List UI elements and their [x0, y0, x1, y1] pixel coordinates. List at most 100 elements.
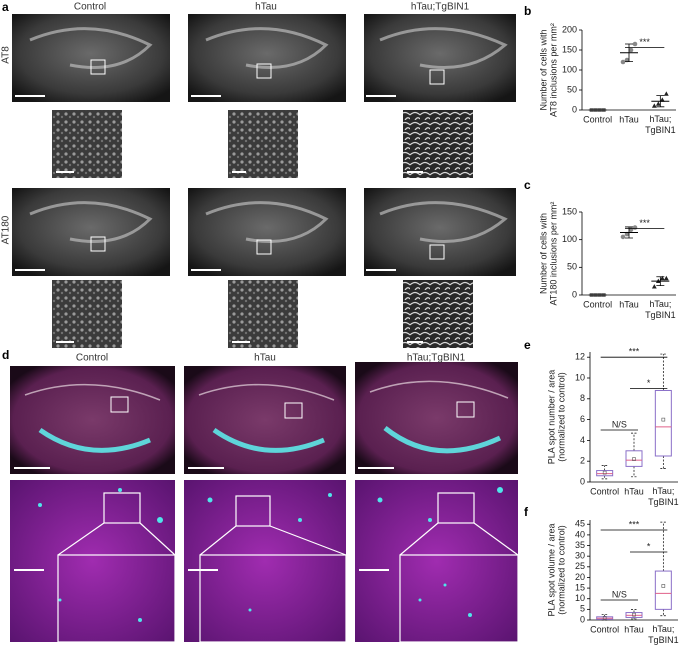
y-tick-label: 45 — [575, 519, 585, 529]
y-tick-label: 150 — [562, 44, 577, 54]
whisker — [601, 465, 608, 471]
y-tick-label: 25 — [575, 561, 585, 571]
column-label: Control — [76, 353, 108, 364]
y-tick-label: 8 — [580, 393, 585, 403]
mean — [632, 457, 636, 461]
mean — [632, 612, 636, 617]
significance-label: *** — [639, 37, 650, 47]
y-tick-label: 0 — [572, 104, 577, 114]
whisker — [660, 456, 667, 469]
column-label: hTau;TgBIN1 — [407, 353, 466, 364]
y-tick-label: 200 — [562, 24, 577, 34]
y-axis-label: PLA spot volume / area — [546, 523, 556, 616]
box — [625, 450, 643, 467]
y-tick-label: 40 — [575, 529, 585, 539]
y-tick-label: 10 — [575, 372, 585, 382]
y-tick-label: 20 — [575, 572, 585, 582]
micrographs-a — [12, 14, 516, 348]
significance-label: *** — [629, 347, 640, 357]
point — [628, 47, 634, 53]
y-tick-label: 15 — [575, 582, 585, 592]
x-tick-label: Control — [590, 486, 619, 496]
x-tick-label: hTau — [619, 114, 639, 124]
y-tick-label: 0 — [580, 614, 585, 624]
panel-letter: d — [2, 348, 9, 362]
x-tick-label: Control — [583, 114, 612, 124]
whisker — [660, 609, 667, 617]
x-tick-label: hTau; TgBIN1 — [645, 114, 676, 135]
y-tick-label: 6 — [580, 414, 585, 424]
point — [632, 41, 638, 47]
y-tick-label: 12 — [575, 352, 585, 362]
x-tick-label: hTau; TgBIN1 — [645, 299, 676, 320]
mean — [602, 470, 607, 475]
x-tick-label: hTau; TgBIN1 — [648, 486, 679, 507]
box — [654, 389, 672, 457]
column-label: hTau;TgBIN1 — [411, 2, 470, 13]
significance-label: N/S — [612, 589, 627, 599]
error-bar — [656, 95, 665, 108]
y-axis-label: Number of cells with — [538, 213, 548, 294]
panel-letter: e — [524, 338, 531, 352]
point — [663, 91, 669, 96]
whisker — [601, 475, 608, 480]
x-tick-label: hTau — [619, 299, 639, 309]
whisker — [660, 521, 667, 572]
y-tick-label: 100 — [562, 234, 577, 244]
point — [659, 275, 665, 281]
y-tick-label: 2 — [580, 456, 585, 466]
significance-label: * — [647, 541, 651, 551]
panel-letter: a — [2, 0, 9, 14]
significance-label: N/S — [612, 419, 627, 429]
y-axis-label: (normalized to control) — [556, 525, 566, 615]
panel-letter: f — [524, 505, 529, 519]
whisker — [631, 609, 637, 613]
y-axis-label: AT8 inclusions per mm² — [548, 23, 558, 117]
x-tick-label: hTau — [624, 486, 644, 496]
y-tick-label: 150 — [562, 206, 577, 216]
box — [654, 570, 672, 610]
point — [620, 234, 626, 240]
y-tick-label: 50 — [567, 262, 577, 272]
box — [596, 470, 614, 477]
y-tick-label: 0 — [580, 476, 585, 486]
error-bar — [656, 276, 665, 286]
column-label: hTau — [254, 353, 276, 364]
error-bar — [625, 43, 633, 62]
column-label: Control — [74, 2, 106, 13]
significance-label: *** — [629, 519, 640, 529]
row-label: AT8 — [1, 46, 12, 64]
y-axis-label: Number of cells with — [538, 29, 548, 110]
x-tick-label: hTau — [624, 624, 644, 634]
x-tick-label: Control — [590, 624, 619, 634]
whisker — [660, 353, 667, 391]
mean — [661, 417, 666, 422]
panel-letter: c — [524, 178, 531, 192]
point — [655, 101, 661, 106]
y-tick-label: 0 — [572, 289, 577, 299]
row-label: AT180 — [1, 215, 12, 244]
y-tick-label: 30 — [575, 551, 585, 561]
y-tick-label: 4 — [580, 435, 585, 445]
mean — [661, 584, 666, 588]
whisker — [631, 466, 637, 478]
point — [651, 103, 657, 108]
y-tick-label: 50 — [567, 84, 577, 94]
y-tick-label: 10 — [575, 593, 585, 603]
significance-label: * — [647, 378, 651, 388]
whisker — [631, 432, 637, 451]
y-tick-label: 5 — [580, 604, 585, 614]
point — [651, 284, 657, 289]
mean — [602, 616, 607, 620]
y-tick-label: 100 — [562, 64, 577, 74]
x-tick-label: hTau; TgBIN1 — [648, 624, 679, 645]
y-tick-label: 35 — [575, 540, 585, 550]
y-axis-label: AT180 inclusions per mm² — [548, 202, 558, 306]
y-axis-label: PLA spot number / area — [546, 370, 556, 465]
column-label: hTau — [255, 2, 277, 13]
point — [663, 275, 669, 281]
x-tick-label: Control — [583, 299, 612, 309]
point — [624, 57, 630, 63]
significance-label: *** — [639, 218, 650, 228]
